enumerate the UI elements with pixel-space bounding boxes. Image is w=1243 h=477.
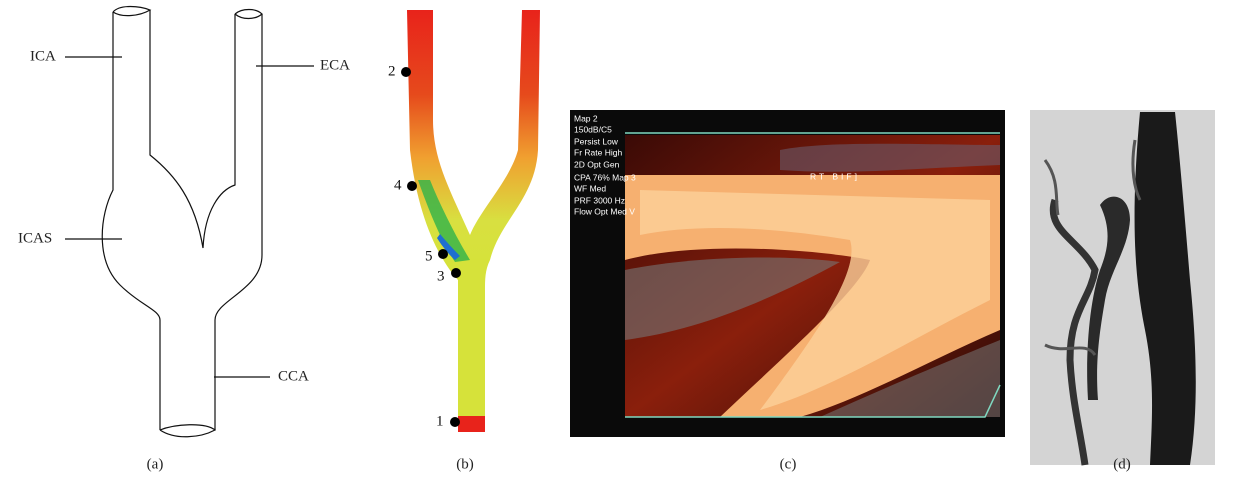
overlay-text: 2D Opt Gen — [574, 159, 620, 169]
vessel-outline — [150, 10, 235, 248]
overlay-text: 150dB/C5 — [574, 124, 612, 134]
overlay-text: Flow Opt Med V — [574, 206, 635, 216]
vessel-cap — [160, 425, 215, 437]
figure: ICA ECA ICAS CCA 2 4 5 3 1 Map 2 150dB/C… — [0, 0, 1243, 477]
overlay-text: PRF 3000 Hz — [574, 195, 625, 205]
point-dot — [407, 181, 417, 191]
point-label: 3 — [437, 268, 445, 284]
overlay-text: Persist Low — [574, 136, 619, 146]
overlay-text: Fr Rate High — [574, 147, 622, 157]
panel-d — [1030, 110, 1215, 465]
panel-a — [65, 7, 314, 437]
overlay-text: CPA 76% Map 3 — [574, 172, 636, 182]
annotation: CCA — [278, 368, 309, 384]
cfd-vessel — [407, 10, 540, 432]
point-dot — [438, 249, 448, 259]
vessel-outline — [215, 14, 262, 430]
panel-label: (a) — [147, 456, 164, 472]
annotation: ICAS — [18, 230, 52, 246]
point-label: 2 — [388, 63, 396, 79]
annotation: ECA — [320, 57, 350, 73]
panel-label: (c) — [780, 456, 797, 472]
panel-c — [570, 110, 1005, 437]
panel-label: (d) — [1113, 456, 1131, 472]
vessel-cap — [235, 10, 262, 19]
annotation: ICA — [30, 48, 56, 64]
panel-label: (b) — [456, 456, 474, 472]
overlay-text: Map 2 — [574, 113, 598, 123]
cfd-band — [458, 416, 485, 432]
point-label: 5 — [425, 248, 433, 264]
point-dot — [401, 67, 411, 77]
overlay-marker: RT BIF] — [810, 171, 860, 181]
point-label: 1 — [436, 413, 444, 429]
point-label: 4 — [394, 177, 402, 193]
point-dot — [451, 268, 461, 278]
vessel-outline — [102, 12, 160, 430]
overlay-text: WF Med — [574, 183, 606, 193]
panel-b — [407, 10, 540, 432]
vessel-cap — [113, 7, 150, 16]
point-dot — [450, 417, 460, 427]
